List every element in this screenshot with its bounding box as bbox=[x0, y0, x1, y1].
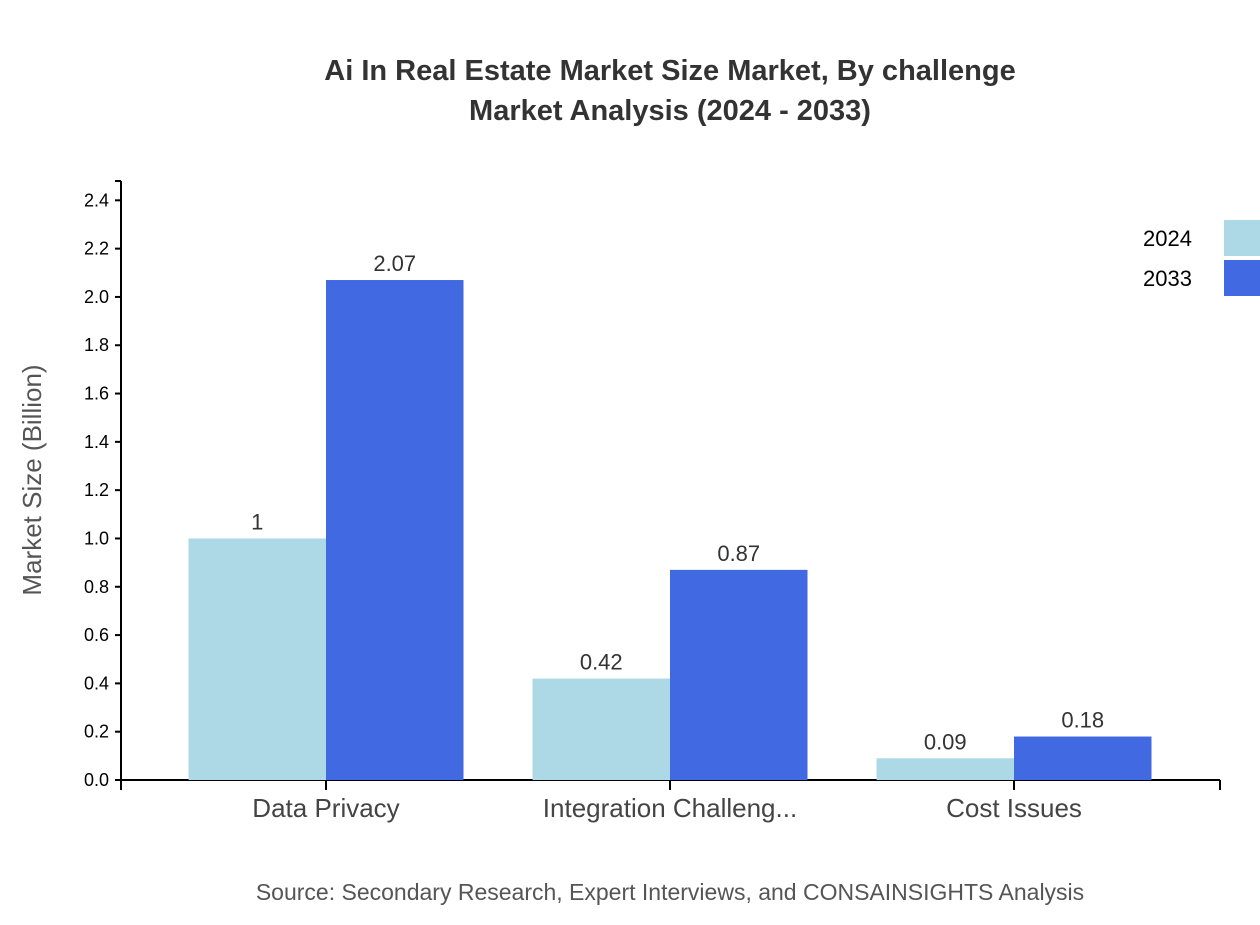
bar-value-label: 1 bbox=[251, 509, 263, 534]
bars: 1 2.07 0.42 0.87 0.09 0.18 bbox=[188, 251, 1152, 780]
source-note: Source: Secondary Research, Expert Inter… bbox=[256, 879, 1084, 905]
legend-swatch bbox=[1224, 220, 1260, 256]
y-tick-label: 0.0 bbox=[84, 770, 109, 790]
y-tick-label: 0.4 bbox=[84, 673, 109, 693]
y-tick-label: 0.8 bbox=[84, 577, 109, 597]
bar-2024 bbox=[188, 538, 326, 780]
bar-2033 bbox=[1014, 736, 1152, 780]
bar-value-label: 0.18 bbox=[1061, 708, 1104, 733]
y-tick-label: 2.4 bbox=[84, 190, 109, 210]
bar-2024 bbox=[876, 758, 1014, 780]
y-tick-label: 1.2 bbox=[84, 480, 109, 500]
bar-value-label: 0.09 bbox=[924, 729, 967, 754]
legend: 2024 2033 bbox=[1143, 220, 1260, 296]
x-tick-label: Cost Issues bbox=[946, 793, 1082, 823]
y-tick-label: 0.2 bbox=[84, 722, 109, 742]
x-axis: Data Privacy Integration Challeng... Cost … bbox=[120, 779, 1221, 823]
y-tick-label: 1.4 bbox=[84, 432, 109, 452]
legend-label: 2024 bbox=[1143, 226, 1192, 251]
x-tick-label: Integration Challeng... bbox=[543, 793, 797, 823]
legend-swatch bbox=[1224, 260, 1260, 296]
y-tick-label: 1.8 bbox=[84, 335, 109, 355]
x-tick-label: Data Privacy bbox=[252, 793, 399, 823]
bar-2033 bbox=[670, 569, 808, 780]
chart-title-line1: Ai In Real Estate Market Size Market, By… bbox=[324, 55, 1015, 87]
y-axis: 0.0 0.2 0.4 0.6 0.8 1.0 1.2 1.4 1.6 1.8 2.0 2.2 2.4 bbox=[84, 180, 122, 790]
y-tick-label: 2.2 bbox=[84, 239, 109, 259]
y-axis-label: Market Size (Billion) bbox=[17, 364, 47, 595]
y-tick-label: 1.6 bbox=[84, 384, 109, 404]
y-tick-label: 1.0 bbox=[84, 528, 109, 548]
chart-title-line2: Market Analysis (2024 - 2033) bbox=[469, 95, 871, 127]
legend-label: 2033 bbox=[1143, 266, 1192, 291]
bar-2033 bbox=[326, 280, 464, 780]
y-tick-label: 2.0 bbox=[84, 287, 109, 307]
bar-2024 bbox=[532, 678, 670, 780]
bar-value-label: 0.42 bbox=[580, 650, 623, 675]
bar-value-label: 0.87 bbox=[717, 541, 760, 566]
y-tick-label: 0.6 bbox=[84, 625, 109, 645]
bar-value-label: 2.07 bbox=[373, 251, 416, 276]
